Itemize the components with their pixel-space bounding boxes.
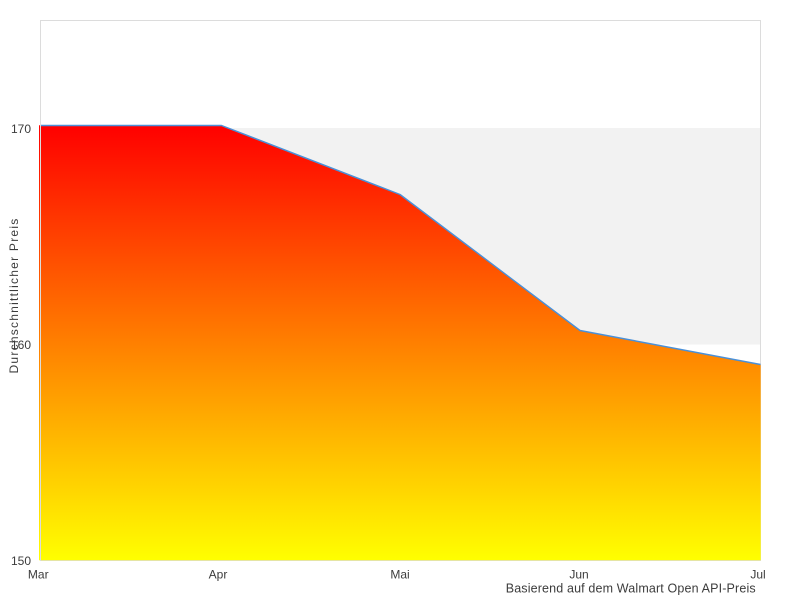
svg-text:Mai: Mai (390, 567, 409, 581)
svg-text:Mar: Mar (28, 567, 49, 581)
svg-text:Jul: Jul (750, 567, 765, 581)
svg-text:Apr: Apr (209, 567, 228, 581)
svg-text:160: 160 (11, 338, 31, 352)
svg-text:Durchschnittlicher Preis: Durchschnittlicher Preis (7, 217, 21, 373)
svg-text:150: 150 (11, 554, 31, 568)
svg-text:170: 170 (11, 122, 31, 136)
svg-text:Basierend auf dem Walmart Open: Basierend auf dem Walmart Open API-Preis (506, 582, 756, 596)
svg-text:Jun: Jun (569, 567, 588, 581)
